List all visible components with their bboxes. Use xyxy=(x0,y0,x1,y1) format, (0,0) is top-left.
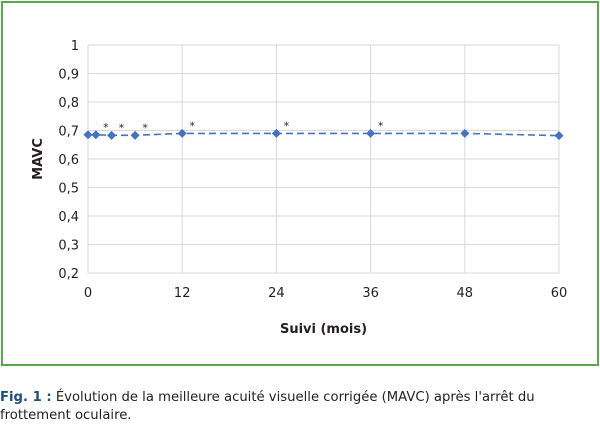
significance-marker: * xyxy=(103,121,109,134)
y-tick-label: 0,2 xyxy=(58,267,79,282)
data-point xyxy=(177,128,187,138)
data-point xyxy=(366,128,376,138)
significance-marker: * xyxy=(119,121,125,134)
caption-text: Évolution de la meilleure acuité visuell… xyxy=(0,390,535,423)
line-chart: 0,2 0,3 0,4 0,5 0,6 0,7 0,8 0,9 1 0 12 24 36 48 60 Suiv… xyxy=(31,39,568,337)
y-tick-label: 0,6 xyxy=(58,153,79,168)
y-tick-label: 0,3 xyxy=(58,239,79,254)
data-point xyxy=(91,130,101,140)
x-tick-label: 0 xyxy=(84,286,92,301)
data-point xyxy=(130,130,140,140)
data-point xyxy=(83,130,93,140)
data-point xyxy=(271,128,281,138)
caption-label: Fig. 1 : xyxy=(0,390,52,405)
series-line xyxy=(88,132,560,137)
significance-marker: * xyxy=(378,119,384,132)
data-point xyxy=(554,131,564,141)
figure-caption: Fig. 1 : Évolution de la meilleure acuit… xyxy=(0,389,600,425)
y-axis-title: MAVC xyxy=(31,138,46,180)
significance-marker: * xyxy=(189,119,195,132)
y-tick-label: 0,8 xyxy=(58,96,79,111)
data-point xyxy=(107,130,117,140)
x-tick-label: 60 xyxy=(551,286,568,301)
y-tick-label: 0,5 xyxy=(58,182,79,197)
x-tick-label: 24 xyxy=(268,286,285,301)
significance-marker: * xyxy=(142,121,148,134)
y-tick-label: 0,7 xyxy=(58,125,79,140)
chart-frame: 0,2 0,3 0,4 0,5 0,6 0,7 0,8 0,9 1 0 12 24 36 48 60 Suiv… xyxy=(1,1,599,366)
x-axis-title: Suivi (mois) xyxy=(280,322,367,337)
y-tick-label: 1 xyxy=(71,39,79,54)
y-tick-label: 0,9 xyxy=(58,68,79,83)
y-tick-label: 0,4 xyxy=(58,210,79,225)
x-tick-label: 48 xyxy=(457,286,474,301)
x-tick-label: 36 xyxy=(362,286,379,301)
significance-marker: * xyxy=(284,119,290,132)
data-point xyxy=(460,128,470,138)
x-tick-label: 12 xyxy=(174,286,191,301)
